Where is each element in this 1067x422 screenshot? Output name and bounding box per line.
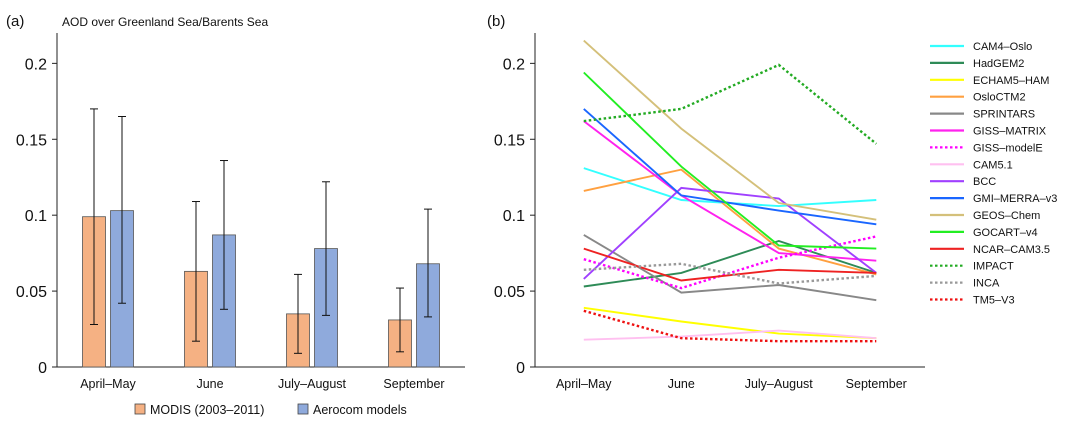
legend-label-osloctm2: OsloCTM2 [973, 92, 1026, 104]
legend-label-geos-chem: GEOS–Chem [973, 210, 1040, 222]
panel-b-line-chart: (b) 0 0.05 0.1 0.15 0.2 April–May June July–Au… [487, 13, 1057, 391]
x-tick-label: June [196, 377, 223, 391]
legend-label-ncar-cam3-5: NCAR–CAM3.5 [973, 244, 1050, 256]
line-sprintars [583, 234, 877, 302]
legend-label-modis: MODIS (2003–2011) [150, 403, 264, 417]
line-bcc [583, 186, 877, 280]
line-gocart-v4 [583, 71, 877, 250]
legend-swatch-aerocom [297, 403, 309, 415]
y-tick-label: 0.1 [25, 208, 47, 225]
legend-swatch-modis [134, 403, 146, 415]
panel-a-bar-chart: (a) AOD over Greenland Sea/Barents Sea 0… [6, 13, 465, 417]
panel-a-label: (a) [6, 13, 24, 30]
line-geos-chem [583, 39, 877, 221]
line-giss-matrix [583, 120, 877, 262]
legend-label-aerocom: Aerocom models [313, 403, 407, 417]
x-tick-label: April–May [80, 377, 136, 391]
legend-label-sprintars: SPRINTARS [973, 109, 1035, 121]
legend-label-bcc: BCC [973, 176, 996, 188]
line-gmi-merra-v3 [583, 108, 877, 226]
x-tick-label: September [383, 377, 444, 391]
y-tick-label: 0.1 [503, 208, 525, 225]
legend-label-giss-matrix: GISS–MATRIX [973, 126, 1047, 138]
y-tick-label: 0.2 [503, 56, 525, 73]
y-tick-label: 0.05 [494, 284, 525, 301]
line-ncar-cam3-5 [583, 247, 877, 282]
x-tick-label: July–August [278, 377, 347, 391]
y-tick-label: 0.05 [16, 284, 47, 301]
x-tick-label: July–August [745, 377, 814, 391]
legend-label-echam5-ham: ECHAM5–HAM [973, 75, 1049, 87]
panel-b-legend: CAM4–Oslo HadGEM2 ECHAM5–HAM OsloCTM2 SPRINT… [930, 41, 1057, 307]
legend-label-gocart-v4: GOCART–v4 [973, 227, 1038, 239]
legend-label-impact: IMPACT [973, 261, 1014, 273]
x-tick-label: September [846, 377, 907, 391]
y-tick-label: 0.15 [494, 132, 525, 149]
y-tick-label: 0.2 [25, 56, 47, 73]
legend-label-cam5-1: CAM5.1 [973, 159, 1013, 171]
y-tick-label: 0 [38, 360, 47, 377]
panel-a-title: AOD over Greenland Sea/Barents Sea [62, 15, 268, 29]
line-cam5-1 [583, 329, 877, 341]
legend-label-cam4-oslo: CAM4–Oslo [973, 41, 1032, 53]
panel-b-label: (b) [487, 13, 505, 30]
line-osloctm2 [583, 168, 877, 276]
legend-label-tm5-v3: TM5–V3 [973, 295, 1015, 307]
x-tick-label: June [668, 377, 695, 391]
line-inca [583, 262, 877, 285]
line-cam4-oslo [583, 167, 877, 208]
legend-label-gmi-merra-v3: GMI–MERRA–v3 [973, 193, 1057, 205]
legend-label-inca: INCA [973, 278, 1000, 290]
line-echam5-ham [583, 306, 877, 340]
line-tm5-v3 [583, 309, 877, 343]
line-impact [583, 63, 878, 145]
y-tick-label: 0 [516, 360, 525, 377]
legend-label-hadgem2: HadGEM2 [973, 58, 1024, 70]
legend-label-giss-modele: GISS–modelE [973, 142, 1043, 154]
line-giss-modele [583, 235, 877, 290]
x-tick-label: April–May [556, 377, 612, 391]
panel-a-legend: MODIS (2003–2011) Aerocom models [134, 403, 407, 417]
y-tick-label: 0.15 [16, 132, 47, 149]
